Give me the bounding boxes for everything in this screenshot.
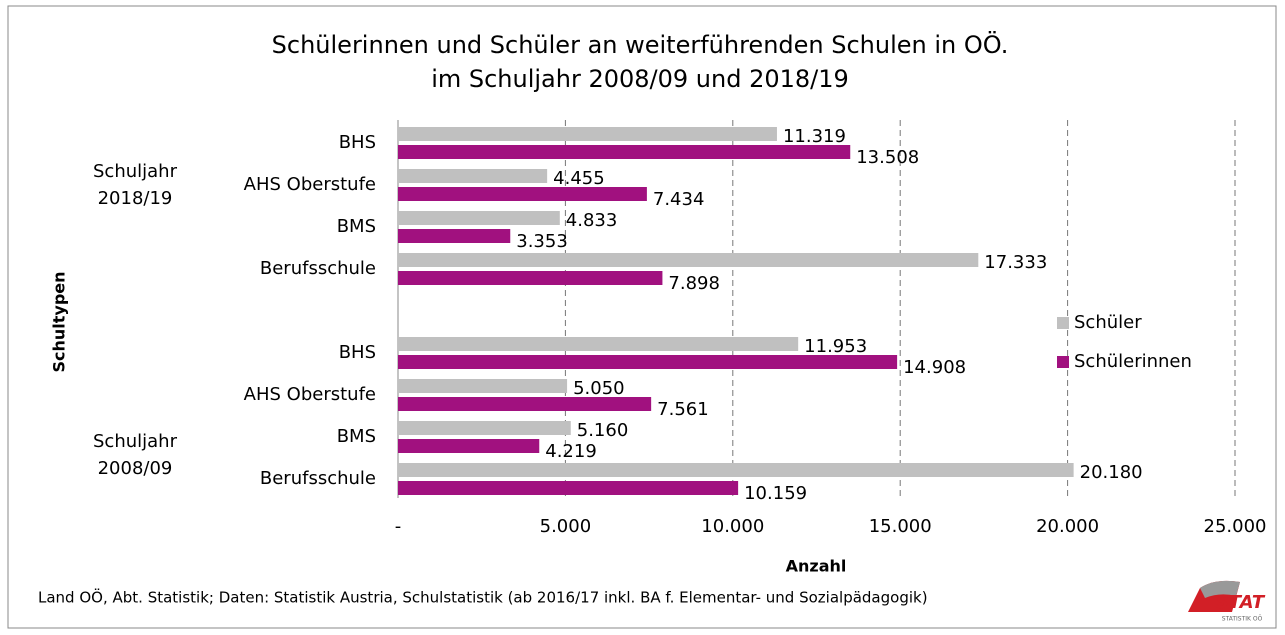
y-tick-label: AHS Oberstufe xyxy=(244,174,376,195)
value-label: 4.455 xyxy=(553,168,605,189)
value-label: 13.508 xyxy=(856,147,919,168)
legend-swatch xyxy=(1057,356,1069,368)
y-tick-label: BHS xyxy=(339,132,376,153)
bar xyxy=(398,211,560,225)
bar xyxy=(398,439,540,453)
bar xyxy=(398,379,568,393)
x-tick-label: 10.000 xyxy=(701,516,764,537)
bar xyxy=(398,337,799,351)
x-tick-label: 5.000 xyxy=(540,516,592,537)
y-tick-label: BHS xyxy=(339,342,376,363)
value-label: 7.434 xyxy=(653,189,705,210)
bar xyxy=(398,355,898,369)
bar xyxy=(398,397,652,411)
y-tick-label: BMS xyxy=(337,216,376,237)
group-label: Schuljahr 2008/09 xyxy=(93,431,177,479)
y-tick-label: BMS xyxy=(337,426,376,447)
value-label: 10.159 xyxy=(744,483,807,504)
y-tick-label: AHS Oberstufe xyxy=(244,384,376,405)
y-axis-label: Schultypen xyxy=(50,271,69,372)
bar xyxy=(398,145,851,159)
chart-title: Schülerinnen und Schüler an weiterführen… xyxy=(272,30,1009,59)
value-label: 7.898 xyxy=(668,273,720,294)
value-label: 3.353 xyxy=(516,231,568,252)
bar xyxy=(398,169,548,183)
logo-subtext: STATISTIK OÖ xyxy=(1222,616,1263,623)
bar xyxy=(398,271,663,285)
bar xyxy=(398,481,739,495)
value-label: 7.561 xyxy=(657,399,709,420)
x-axis-label: Anzahl xyxy=(786,557,847,576)
legend-label: Schüler xyxy=(1074,312,1142,333)
group-label: Schuljahr 2018/19 xyxy=(93,161,177,209)
logo-text: STAT xyxy=(1216,592,1266,613)
x-tick-label: - xyxy=(395,516,402,537)
legend-label: Schülerinnen xyxy=(1074,351,1192,372)
value-label: 4.219 xyxy=(545,441,597,462)
value-label: 17.333 xyxy=(984,252,1047,273)
bar xyxy=(398,253,979,267)
bar xyxy=(398,421,571,435)
value-label: 11.319 xyxy=(783,126,846,147)
logo-shape xyxy=(1200,580,1240,598)
x-tick-label: 25.000 xyxy=(1204,516,1267,537)
y-tick-label: Berufsschule xyxy=(260,468,376,489)
bar xyxy=(398,127,777,141)
bar xyxy=(398,187,647,201)
bar xyxy=(398,229,511,243)
value-label: 20.180 xyxy=(1080,462,1143,483)
value-label: 11.953 xyxy=(804,336,867,357)
x-tick-label: 15.000 xyxy=(869,516,932,537)
value-label: 5.160 xyxy=(577,420,629,441)
bar xyxy=(398,463,1074,477)
x-tick-label: 20.000 xyxy=(1036,516,1099,537)
logo: STAT STATISTIK OÖ xyxy=(1188,580,1266,623)
value-label: 4.833 xyxy=(566,210,618,231)
chart-title: im Schuljahr 2008/09 und 2018/19 xyxy=(431,65,849,93)
legend-swatch xyxy=(1057,317,1069,329)
source-note: Land OÖ, Abt. Statistik; Daten: Statisti… xyxy=(38,588,928,607)
y-tick-label: Berufsschule xyxy=(260,258,376,279)
value-label: 5.050 xyxy=(573,378,625,399)
value-label: 14.908 xyxy=(903,357,966,378)
